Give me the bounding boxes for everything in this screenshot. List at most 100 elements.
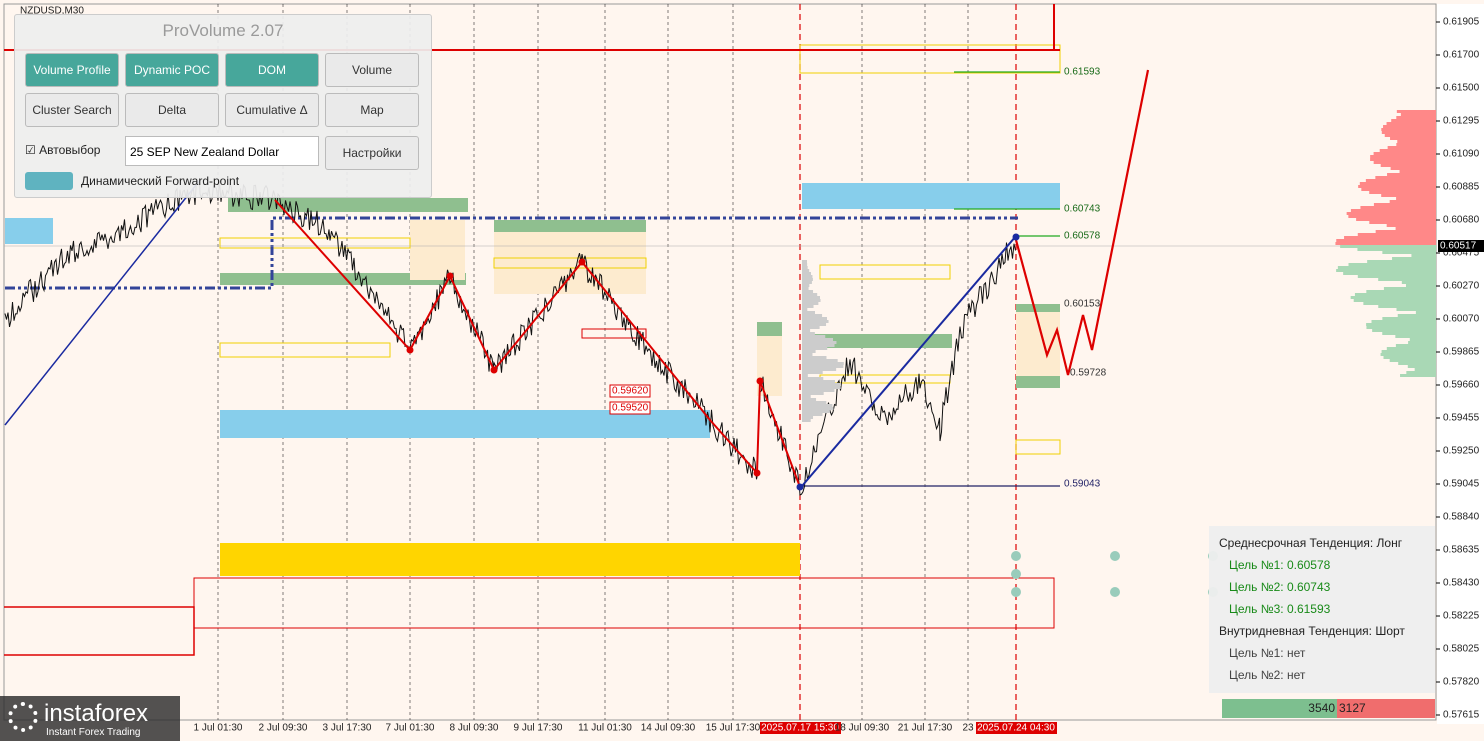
profile-bar — [1400, 374, 1436, 377]
profile-bar — [1366, 290, 1436, 293]
profile-bar — [1356, 218, 1436, 221]
profile-bar — [1366, 323, 1436, 326]
target: Цель №2: 0.60743 — [1229, 580, 1331, 594]
price-label: 0.57615 — [1443, 710, 1480, 721]
level-label: 0.59043 — [1064, 479, 1101, 490]
price-label: 0.59865 — [1443, 347, 1480, 358]
price-label: 0.58430 — [1443, 578, 1480, 589]
instrument-select[interactable]: 25 SEP New Zealand Dollar — [125, 136, 319, 166]
profile-bar — [802, 275, 813, 278]
profile-bar — [802, 353, 813, 356]
profile-bar — [1354, 293, 1436, 296]
profile-bar — [802, 398, 817, 401]
panel-button[interactable]: Delta — [125, 93, 219, 127]
intraday-trend: Внутридневная Тенденция: Шорт — [1219, 624, 1405, 638]
time-label: 8 Jul 09:30 — [450, 723, 499, 734]
profile-bar — [802, 407, 834, 410]
profile-bar — [1382, 332, 1436, 335]
current-price-bg — [1438, 240, 1484, 252]
time-label: 2025.07.24 04:30 — [977, 723, 1055, 734]
profile-bar — [802, 392, 824, 395]
logo-tagline: Instant Forex Trading — [46, 727, 141, 738]
profile-bar — [802, 287, 809, 290]
profile-bar — [1348, 263, 1436, 266]
profile-bar — [802, 263, 808, 266]
profile-bar — [802, 410, 830, 413]
profile-bar — [1370, 155, 1436, 158]
profile-bar — [1401, 281, 1436, 284]
profile-bar — [1381, 350, 1436, 353]
box — [493, 257, 647, 269]
profile-bar — [802, 305, 814, 308]
zone — [757, 322, 782, 336]
profile-bar — [802, 266, 808, 269]
level-label: 0.61593 — [1064, 67, 1101, 78]
profile-bar — [1411, 254, 1436, 257]
target: Цель №1: 0.60578 — [1229, 558, 1331, 572]
price-label: 0.59455 — [1443, 413, 1480, 424]
toggle[interactable] — [25, 172, 73, 190]
profile-bar — [802, 269, 810, 272]
profile-bar — [1395, 227, 1436, 230]
profile-bar — [802, 383, 842, 386]
panel-button[interactable]: DOM — [225, 53, 319, 87]
price-label: 0.61500 — [1443, 83, 1480, 94]
zone — [806, 334, 952, 348]
time-label: 18 Jul 09:30 — [835, 723, 890, 734]
trend — [4, 179, 201, 426]
panel-button[interactable]: Map — [325, 93, 419, 127]
zone — [802, 183, 1060, 209]
profile-bar — [802, 311, 816, 314]
settings-button[interactable]: Настройки — [325, 136, 419, 170]
zone — [228, 198, 468, 212]
pivot — [406, 346, 414, 354]
profile-bar — [1399, 170, 1436, 173]
profile-bar — [802, 314, 823, 317]
panel-button[interactable]: Volume — [325, 53, 419, 87]
pivot — [753, 469, 761, 477]
profile-bar — [1348, 215, 1436, 218]
dot — [1110, 551, 1120, 561]
time-highlight — [760, 722, 841, 734]
panel-button[interactable]: Dynamic POC — [125, 53, 219, 87]
profile-bar — [802, 416, 814, 419]
price-label: 0.61905 — [1443, 17, 1480, 28]
profile-bar — [802, 380, 835, 383]
autoselect[interactable]: ☑ Автовыбор — [25, 143, 101, 157]
dot — [1011, 587, 1021, 597]
profile-bar — [802, 293, 818, 296]
profile-bar — [1340, 245, 1436, 248]
profile-bar — [1357, 248, 1436, 251]
profile-bar — [1337, 266, 1436, 269]
info-box: Среднесрочная Тенденция: Лонг Цель №1: 0… — [1209, 526, 1435, 693]
zone — [5, 218, 53, 244]
profile-bar — [1353, 299, 1436, 302]
profile-bar — [1395, 344, 1436, 347]
price-label: 0.61295 — [1443, 116, 1480, 127]
profile-bar — [1378, 305, 1436, 308]
profile-bar — [1408, 341, 1436, 344]
profile-bar — [1371, 320, 1436, 323]
time-highlight — [976, 722, 1057, 734]
profile-bar — [802, 341, 837, 344]
panel-button[interactable]: Cumulative Δ — [225, 93, 319, 127]
profile-bar — [802, 350, 816, 353]
zone — [410, 220, 465, 280]
price-label: 0.60270 — [1443, 281, 1480, 292]
profile-bar — [802, 308, 808, 311]
profile-bar — [1367, 260, 1436, 263]
profile-bar — [1336, 269, 1436, 272]
profile-bar — [1386, 224, 1436, 227]
panel-button[interactable]: Cluster Search — [25, 93, 119, 127]
zone — [494, 232, 646, 294]
profile-bar — [1415, 311, 1436, 314]
profile-bar — [802, 386, 841, 389]
price-label: 0.58025 — [1443, 644, 1480, 655]
price-label: 0.59250 — [1443, 446, 1480, 457]
red-frame — [4, 606, 195, 656]
panel-button[interactable]: Volume Profile — [25, 53, 119, 87]
mid-trend: Среднесрочная Тенденция: Лонг — [1219, 536, 1403, 550]
profile-bar — [1379, 149, 1436, 152]
